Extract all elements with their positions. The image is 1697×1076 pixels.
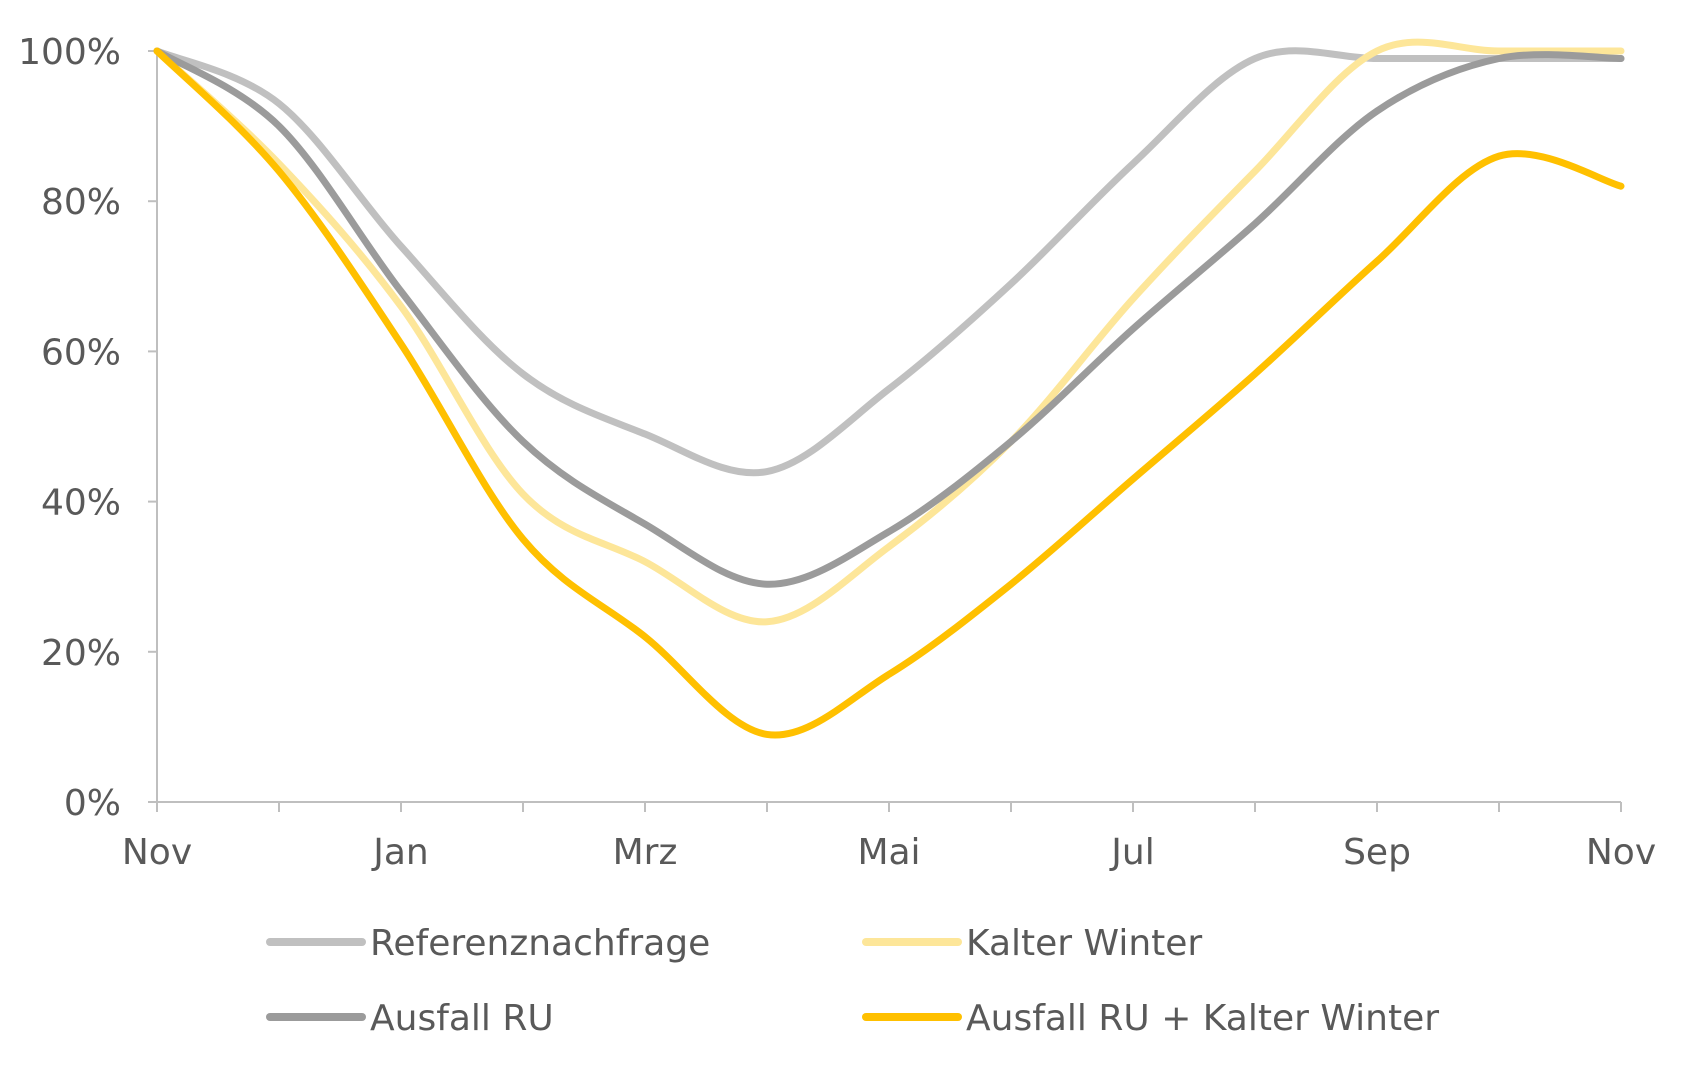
x-tick-label: Nov	[1586, 832, 1656, 873]
x-tick-label: Jul	[1109, 832, 1154, 873]
x-tick-label: Nov	[122, 832, 192, 873]
y-tick-label: 80%	[41, 182, 121, 223]
y-tick-label: 40%	[41, 483, 121, 524]
series-line-ausfall-ru-kalter-winter	[153, 47, 1625, 739]
x-tick-label: Mrz	[613, 832, 678, 873]
y-tick-label: 0%	[64, 783, 121, 824]
series-line-kalter-winter	[153, 38, 1625, 626]
x-tick-label: Mai	[857, 832, 920, 873]
legend-label-ausfall-ru: Ausfall RU	[370, 998, 554, 1039]
axes: 0% 20% 40% 60% 80% 100% Nov Jan Mrz Mai Jul Sep Nov	[18, 32, 1656, 873]
legend-label-referenznachfrage: Referenznachfrage	[370, 923, 710, 964]
y-tick-label: 100%	[18, 32, 121, 73]
x-tick-label: Jan	[371, 832, 429, 873]
y-tick-label: 20%	[41, 633, 121, 674]
legend: Referenznachfrage Kalter Winter Ausfall RU…	[266, 923, 1439, 1039]
legend-label-kalter-winter: Kalter Winter	[966, 923, 1202, 964]
y-tick-label: 60%	[41, 332, 121, 373]
x-tick-label: Sep	[1343, 832, 1411, 873]
series-layer	[153, 38, 1625, 739]
series-line-referenznachfrage	[153, 47, 1625, 477]
legend-label-ausfall-ru-kalter-winter: Ausfall RU + Kalter Winter	[966, 998, 1439, 1039]
series-line-ausfall-ru	[153, 47, 1625, 588]
